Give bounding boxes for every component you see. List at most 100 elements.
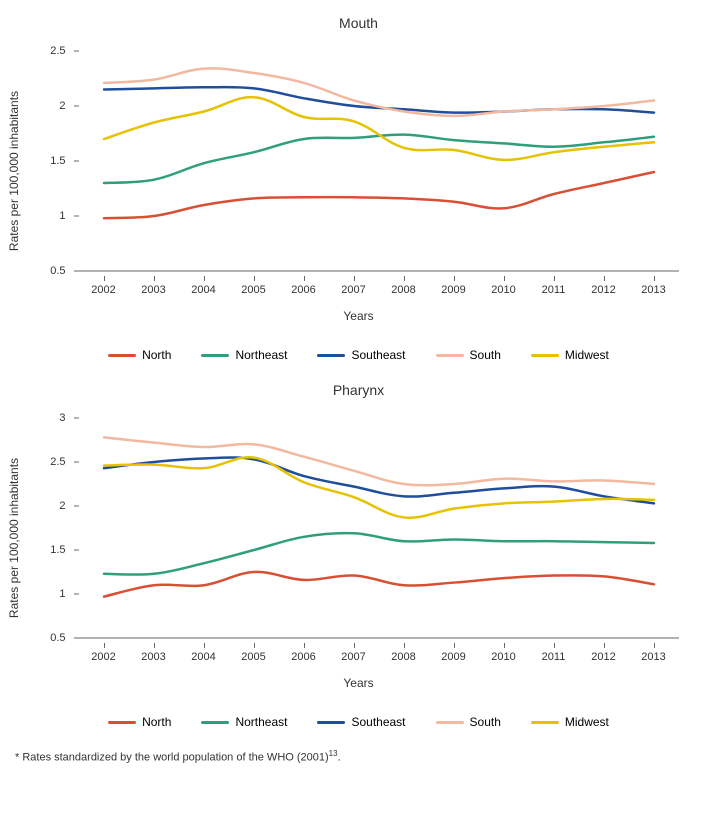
y-tick: 1 <box>59 588 65 600</box>
x-tick-mark <box>604 276 605 281</box>
x-tick-mark <box>154 276 155 281</box>
x-tick-label: 2002 <box>91 651 115 663</box>
legend-item-northeast: Northeast <box>201 348 287 362</box>
chart-mouth: MouthRates per 100,000 inhabitants0.511.… <box>10 15 707 362</box>
x-tick-label: 2011 <box>542 284 566 296</box>
x-tick-mark <box>254 643 255 648</box>
x-tick-label: 2007 <box>341 651 365 663</box>
x-axis-label: Years <box>10 309 707 323</box>
x-tick-label: 2005 <box>241 284 265 296</box>
series-line-northeast <box>104 533 654 575</box>
y-ticks: 0.511.522.5 <box>19 51 74 271</box>
x-tick-mark <box>404 276 405 281</box>
legend-item-south: South <box>436 348 501 362</box>
x-tick-label: 2009 <box>441 284 465 296</box>
legend-item-north: North <box>108 715 171 729</box>
x-tick-mark <box>354 276 355 281</box>
legend-label: Southeast <box>351 715 405 729</box>
x-tick-mark <box>104 276 105 281</box>
x-tick-mark <box>304 643 305 648</box>
x-tick-mark <box>404 643 405 648</box>
series-line-north <box>104 572 654 597</box>
x-tick-mark <box>154 643 155 648</box>
x-tick-mark <box>504 276 505 281</box>
y-tick: 2 <box>59 500 65 512</box>
y-tick: 0.5 <box>50 632 65 644</box>
x-axis-label: Years <box>10 676 707 690</box>
y-tick: 1 <box>59 210 65 222</box>
x-tick-mark <box>204 276 205 281</box>
y-tick: 0.5 <box>50 265 65 277</box>
x-tick-mark <box>454 276 455 281</box>
chart-title: Mouth <box>10 15 707 31</box>
x-tick-mark <box>104 643 105 648</box>
x-tick-mark <box>504 643 505 648</box>
x-tick-label: 2013 <box>641 284 665 296</box>
legend-label: North <box>142 348 171 362</box>
legend-swatch <box>108 354 136 357</box>
y-tick: 1.5 <box>50 155 65 167</box>
chart-title: Pharynx <box>10 382 707 398</box>
plot-svg <box>79 51 679 271</box>
footnote: * Rates standardized by the world popula… <box>10 749 707 764</box>
x-tick-label: 2004 <box>191 651 215 663</box>
legend-label: Midwest <box>565 715 609 729</box>
chart-pharynx: PharynxRates per 100,000 inhabitants0.51… <box>10 382 707 729</box>
x-tick-label: 2010 <box>491 651 515 663</box>
series-line-midwest <box>104 457 654 518</box>
legend-swatch <box>201 721 229 724</box>
x-tick-mark <box>604 643 605 648</box>
legend-label: Southeast <box>351 348 405 362</box>
y-tick: 3 <box>59 412 65 424</box>
x-tick-mark <box>454 643 455 648</box>
y-tick: 2 <box>59 100 65 112</box>
legend-item-southeast: Southeast <box>317 715 405 729</box>
y-tick: 1.5 <box>50 544 65 556</box>
x-tick-mark <box>204 643 205 648</box>
legend-label: North <box>142 715 171 729</box>
legend-swatch <box>531 354 559 357</box>
legend-item-north: North <box>108 348 171 362</box>
x-tick-mark <box>554 643 555 648</box>
chart-area: Rates per 100,000 inhabitants0.511.522.5… <box>19 408 699 668</box>
x-tick-label: 2011 <box>542 651 566 663</box>
x-tick-label: 2005 <box>241 651 265 663</box>
legend-swatch <box>436 721 464 724</box>
y-tick: 2.5 <box>50 45 65 57</box>
x-tick-label: 2006 <box>291 651 315 663</box>
x-tick-mark <box>254 276 255 281</box>
legend-label: Northeast <box>235 715 287 729</box>
legend-item-midwest: Midwest <box>531 715 609 729</box>
x-tick-label: 2002 <box>91 284 115 296</box>
x-tick-mark <box>654 276 655 281</box>
series-line-south <box>104 437 654 485</box>
legend-item-southeast: Southeast <box>317 348 405 362</box>
legend-label: South <box>470 348 501 362</box>
x-tick-label: 2008 <box>391 284 415 296</box>
chart-area: Rates per 100,000 inhabitants0.511.522.5… <box>19 41 699 301</box>
x-tick-label: 2006 <box>291 284 315 296</box>
plot-svg <box>79 418 679 638</box>
x-tick-label: 2013 <box>641 651 665 663</box>
legend-label: South <box>470 715 501 729</box>
x-ticks: 2002200320042005200620072008200920102011… <box>79 276 679 301</box>
x-tick-label: 2012 <box>591 284 615 296</box>
x-tick-mark <box>304 276 305 281</box>
legend-swatch <box>201 354 229 357</box>
y-ticks: 0.511.522.53 <box>19 418 74 638</box>
legend-item-south: South <box>436 715 501 729</box>
legend: North Northeast Southeast South Midwest <box>10 348 707 362</box>
x-tick-label: 2003 <box>141 651 165 663</box>
x-tick-label: 2012 <box>591 651 615 663</box>
x-tick-label: 2007 <box>341 284 365 296</box>
legend-item-midwest: Midwest <box>531 348 609 362</box>
x-ticks: 2002200320042005200620072008200920102011… <box>79 643 679 668</box>
y-tick: 2.5 <box>50 456 65 468</box>
x-tick-label: 2004 <box>191 284 215 296</box>
legend-swatch <box>108 721 136 724</box>
x-tick-label: 2009 <box>441 651 465 663</box>
legend-swatch <box>436 354 464 357</box>
legend-label: Northeast <box>235 348 287 362</box>
legend-item-northeast: Northeast <box>201 715 287 729</box>
legend-swatch <box>317 721 345 724</box>
